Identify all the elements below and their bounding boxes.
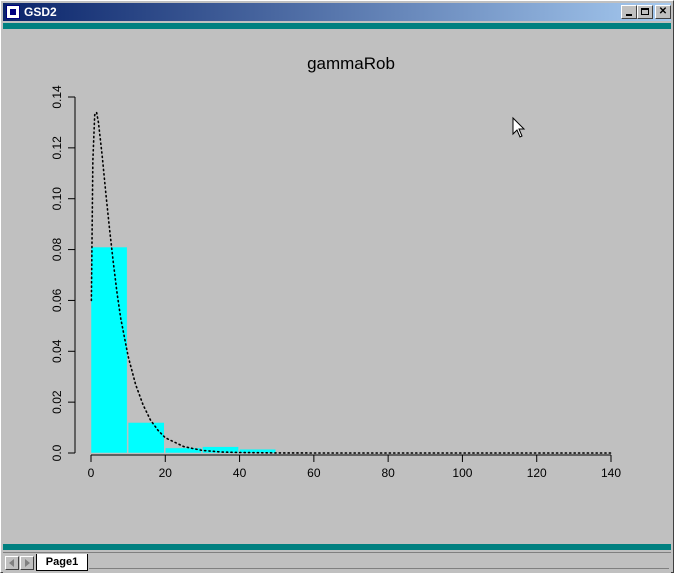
y-tick-label-3: 0.06 xyxy=(50,288,64,312)
y-tick-label-1: 0.02 xyxy=(50,390,64,414)
x-tick-label-7: 140 xyxy=(601,466,621,480)
next-page-icon[interactable] xyxy=(20,556,34,570)
y-tick-label-7: 0.14 xyxy=(50,85,64,109)
maximize-button[interactable] xyxy=(637,5,653,19)
histogram-bar-0 xyxy=(90,246,128,454)
x-tick-label-5: 100 xyxy=(452,466,472,480)
tab-page1[interactable]: Page1 xyxy=(36,554,88,571)
minimize-button[interactable] xyxy=(621,5,637,19)
x-tick-label-2: 40 xyxy=(233,466,247,480)
title-bar[interactable]: GSD2 ✕ xyxy=(3,3,671,21)
histogram-bar-3 xyxy=(202,446,239,454)
prev-page-icon[interactable] xyxy=(5,556,19,570)
density-curve xyxy=(90,110,612,454)
chart-title: gammaRob xyxy=(307,54,395,73)
x-tick-label-4: 80 xyxy=(381,466,395,480)
close-button[interactable]: ✕ xyxy=(655,5,671,19)
y-tick-label-4: 0.08 xyxy=(50,238,64,262)
y-tick-label-2: 0.04 xyxy=(50,339,64,363)
x-tick-label-0: 0 xyxy=(88,466,95,480)
page-tab-bar: Page1 xyxy=(3,552,671,573)
tab-strip-divider xyxy=(89,568,669,569)
bottom-border-band xyxy=(3,544,671,550)
x-tick-label-6: 120 xyxy=(527,466,547,480)
x-tick-label-1: 20 xyxy=(159,466,173,480)
top-border-band xyxy=(3,23,671,29)
histogram-chart: gammaRob 0 20 40 60 80 100 120 140 0.0 0.02 0.04 0.0… xyxy=(50,54,621,480)
mouse-cursor-icon xyxy=(512,116,526,138)
x-tick-label-3: 60 xyxy=(307,466,321,480)
histogram-bar-1 xyxy=(127,422,165,454)
y-tick-label-0: 0.0 xyxy=(50,444,64,461)
window-title: GSD2 xyxy=(24,5,57,19)
y-tick-label-5: 0.10 xyxy=(50,187,64,211)
plot-area: gammaRob 0 20 40 60 80 100 120 140 0.0 0.02 0.04 0.0… xyxy=(3,29,671,544)
y-tick-label-6: 0.12 xyxy=(50,136,64,160)
app-icon[interactable] xyxy=(6,5,20,19)
